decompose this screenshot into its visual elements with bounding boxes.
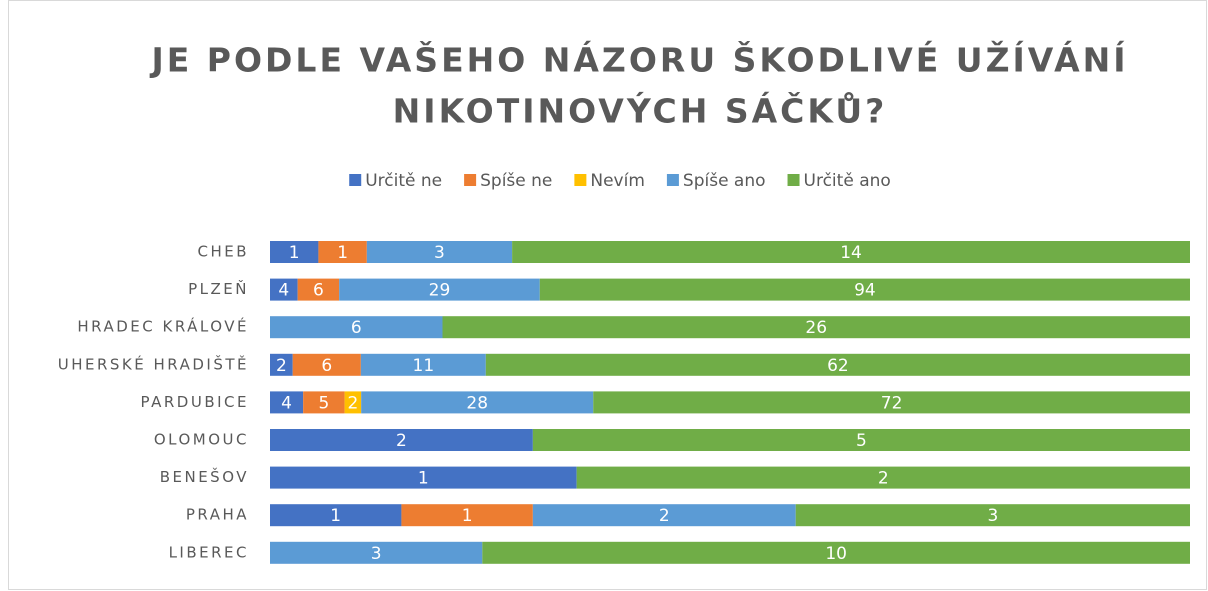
chart-title: JE PODLE VAŠEHO NÁZORU ŠKODLIVÉ UŽÍVÁNÍ	[149, 40, 1128, 80]
data-label: 3	[987, 506, 998, 526]
data-label: 6	[351, 318, 362, 338]
y-tick-label: BENEŠOV	[160, 467, 249, 486]
y-tick-label: OLOMOUC	[154, 431, 249, 449]
legend-swatch	[666, 174, 679, 186]
legend-label: Spíše ne	[480, 171, 552, 191]
bar-segment	[303, 391, 345, 414]
bar-segment	[270, 466, 577, 489]
bar-segment	[485, 353, 1190, 376]
bar-segment	[442, 316, 1190, 339]
bar-segment	[344, 391, 362, 414]
data-label: 3	[371, 544, 382, 564]
bar-segment	[401, 504, 533, 527]
y-tick-label: PRAHA	[186, 506, 249, 524]
chart-title: NIKOTINOVÝCH SÁČKŮ?	[393, 91, 888, 131]
data-label: 1	[418, 469, 429, 489]
bar-segment	[795, 504, 1190, 527]
bar-segment	[512, 241, 1190, 263]
legend-swatch	[464, 174, 477, 186]
data-label: 11	[413, 356, 435, 376]
legend-label: Nevím	[590, 171, 645, 191]
data-label: 26	[805, 318, 827, 338]
data-label: 2	[347, 393, 358, 413]
bar-segment	[539, 278, 1190, 301]
bar-segment	[270, 278, 298, 301]
y-tick-label: LIBEREC	[169, 543, 249, 561]
data-label: 1	[462, 506, 473, 526]
data-label: 62	[827, 356, 849, 376]
data-label: 2	[276, 356, 287, 376]
data-label: 1	[330, 506, 341, 526]
data-label: 14	[840, 243, 862, 263]
bar-segment	[366, 241, 513, 263]
y-tick-label: CHEB	[197, 243, 249, 261]
data-label: 4	[281, 393, 292, 413]
bar-segment	[270, 541, 483, 564]
bar-segment	[292, 353, 361, 376]
legend-label: Určitě ano	[804, 171, 891, 191]
bar-segment	[360, 353, 486, 376]
data-label: 2	[878, 469, 889, 489]
bar-segment	[532, 504, 796, 527]
data-label: 2	[396, 431, 407, 451]
data-label: 5	[856, 431, 867, 451]
bar-segment	[482, 541, 1190, 564]
bar-segment	[318, 241, 367, 263]
legend-swatch	[787, 174, 800, 186]
legend-label: Určitě ne	[365, 171, 442, 191]
bar-segment	[361, 391, 594, 414]
data-label: 10	[825, 544, 847, 564]
data-label: 6	[321, 356, 332, 376]
data-label: 6	[313, 281, 324, 301]
bar-segment	[270, 504, 402, 527]
legend-swatch	[349, 174, 362, 186]
bar-segment	[339, 278, 540, 301]
bar-segment	[576, 466, 1190, 489]
bar-segment	[270, 429, 533, 451]
bar-segment	[270, 316, 443, 339]
y-tick-label: PARDUBICE	[141, 393, 249, 411]
data-label: 3	[434, 243, 445, 263]
data-label: 1	[337, 243, 348, 263]
y-tick-label: HRADEC KRÁLOVÉ	[77, 317, 249, 336]
bar-segment	[532, 429, 1190, 451]
data-label: 28	[466, 393, 488, 413]
data-label: 1	[289, 243, 300, 263]
y-tick-label: UHERSKÉ HRADIŠTĚ	[58, 354, 249, 373]
bar-segment	[593, 391, 1190, 414]
data-label: 94	[854, 281, 876, 301]
y-tick-label: PLZEŇ	[188, 279, 249, 298]
data-label: 29	[429, 281, 451, 301]
bar-segment	[270, 241, 319, 263]
legend-label: Spíše ano	[683, 171, 766, 191]
legend-swatch	[574, 174, 587, 186]
data-label: 72	[881, 393, 903, 413]
bar-segment	[270, 391, 304, 414]
data-label: 5	[318, 393, 329, 413]
bar-segment	[270, 353, 293, 376]
data-label: 4	[278, 281, 289, 301]
bar-segment	[297, 278, 340, 301]
data-label: 2	[659, 506, 670, 526]
